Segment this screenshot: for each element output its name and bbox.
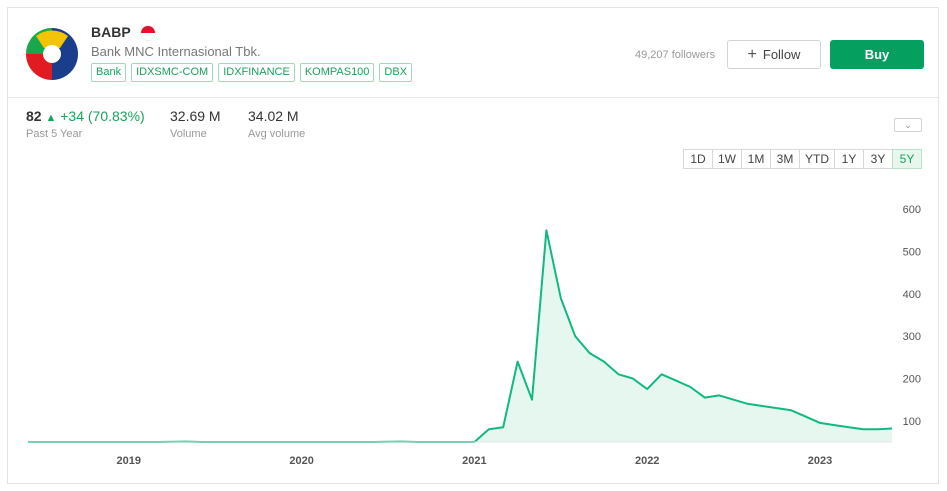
tag-idxsmc-com[interactable]: IDXSMC-COM — [131, 63, 214, 82]
y-tick-label: 200 — [903, 374, 921, 386]
price-chart: 2019 2020 2021 2022 2023 100 200 300 400 500 600 — [28, 204, 921, 467]
tag-dbx[interactable]: DBX — [379, 63, 413, 82]
x-tick-label: 2019 — [117, 455, 141, 467]
follow-label: Follow — [762, 47, 801, 62]
range-1d[interactable]: 1D — [683, 149, 713, 169]
range-1y[interactable]: 1Y — [834, 149, 864, 169]
stats-bar: 82 ▲ +34 (70.83%) Past 5 Year 32.69 M Vo… — [8, 108, 938, 148]
company-logo — [26, 28, 78, 80]
follow-button[interactable]: + Follow — [727, 40, 821, 69]
up-triangle-icon: ▲ — [45, 112, 57, 124]
plus-icon: + — [747, 45, 757, 63]
avg-volume-value: 34.02 M — [248, 108, 299, 124]
price-area — [28, 230, 892, 442]
volume-value: 32.69 M — [170, 108, 221, 124]
tag-idxfinance[interactable]: IDXFINANCE — [218, 63, 295, 82]
volume-stat: 32.69 M Volume — [170, 108, 221, 140]
y-tick-label: 500 — [903, 247, 921, 259]
x-tick-label: 2021 — [462, 455, 486, 467]
avg-volume-stat: 34.02 M Avg volume — [248, 108, 305, 140]
range-1m[interactable]: 1M — [741, 149, 771, 169]
chart-options-dropdown[interactable]: ⌄ — [894, 118, 922, 132]
volume-label: Volume — [170, 128, 207, 140]
chevron-down-icon: ⌄ — [904, 119, 912, 130]
price-change: +34 (70.83%) — [60, 108, 145, 124]
ticker-symbol: BABP — [91, 24, 131, 40]
y-tick-label: 300 — [903, 331, 921, 343]
range-5y[interactable]: 5Y — [892, 149, 922, 169]
stock-header: BABP Bank MNC Internasional Tbk. Bank ID… — [8, 8, 938, 98]
x-tick-label: 2020 — [289, 455, 313, 467]
y-tick-label: 600 — [903, 204, 921, 216]
x-tick-label: 2022 — [635, 455, 659, 467]
buy-button[interactable]: Buy — [830, 40, 924, 69]
tag-bank[interactable]: Bank — [91, 63, 127, 82]
price-stat: 82 ▲ +34 (70.83%) Past 5 Year — [26, 108, 145, 140]
tag-list: Bank IDXSMC-COM IDXFINANCE KOMPAS100 DBX — [91, 63, 413, 82]
stock-card: BABP Bank MNC Internasional Tbk. Bank ID… — [7, 7, 939, 484]
period-label: Past 5 Year — [26, 128, 83, 140]
x-tick-label: 2023 — [808, 455, 832, 467]
range-selector: 1D 1W 1M 3M YTD 1Y 3Y 5Y — [683, 149, 922, 169]
company-name: Bank MNC Internasional Tbk. — [91, 44, 261, 59]
tag-kompas100[interactable]: KOMPAS100 — [299, 63, 375, 82]
current-price: 82 — [26, 108, 42, 124]
avg-volume-label: Avg volume — [248, 128, 306, 140]
indonesia-flag-icon — [140, 25, 156, 41]
y-tick-label: 400 — [903, 289, 921, 301]
range-1w[interactable]: 1W — [712, 149, 742, 169]
followers-count: 49,207 followers — [635, 49, 716, 61]
y-tick-label: 100 — [903, 416, 921, 428]
